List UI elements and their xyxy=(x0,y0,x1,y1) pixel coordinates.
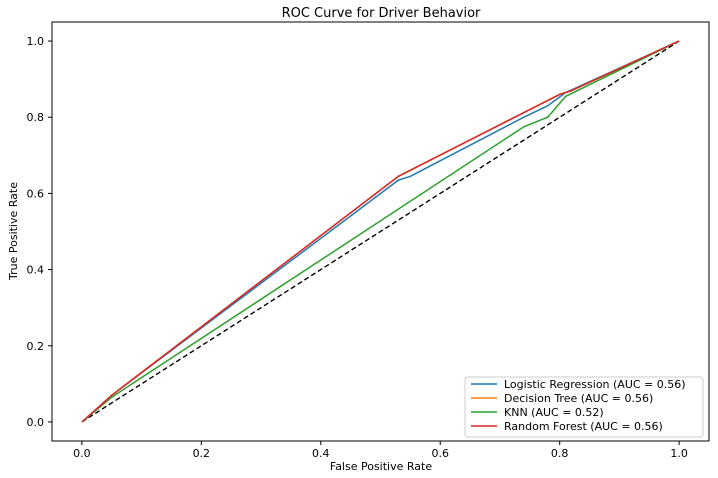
legend-label-decision-tree: Decision Tree (AUC = 0.56) xyxy=(504,392,653,405)
y-tick-label: 0.4 xyxy=(27,264,45,277)
diagonal-layer xyxy=(81,40,680,423)
diagonal-reference-line xyxy=(81,40,680,423)
y-tick-label: 0.6 xyxy=(27,187,45,200)
y-tick-label: 0.8 xyxy=(27,111,45,124)
legend-label-knn: KNN (AUC = 0.52) xyxy=(504,406,604,419)
legend: Logistic Regression (AUC = 0.56)Decision… xyxy=(464,376,704,438)
x-tick-label: 0.8 xyxy=(551,447,569,460)
y-tick-label: 1.0 xyxy=(27,35,45,48)
series-layer xyxy=(81,40,680,423)
x-tick-label: 0.2 xyxy=(193,447,211,460)
x-tick-label: 0.0 xyxy=(73,447,91,460)
x-tick-label: 0.4 xyxy=(312,447,330,460)
series-line-logistic-regression xyxy=(81,40,680,423)
chart-title: ROC Curve for Driver Behavior xyxy=(282,6,481,21)
x-tick-label: 1.0 xyxy=(670,447,688,460)
x-tick-label: 0.6 xyxy=(431,447,449,460)
x-axis-label: False Positive Rate xyxy=(330,460,432,473)
y-axis-label: True Positive Rate xyxy=(7,182,20,281)
y-tick-label: 0.0 xyxy=(27,416,45,429)
legend-label-random-forest: Random Forest (AUC = 0.56) xyxy=(504,420,663,433)
plot-area xyxy=(51,21,710,442)
legend-label-logistic-regression: Logistic Regression (AUC = 0.56) xyxy=(504,378,686,391)
series-line-random-forest xyxy=(81,40,680,423)
x-axis-ticks: 0.0 0.2 0.4 0.6 0.8 1.0 xyxy=(73,441,688,460)
y-tick-label: 0.2 xyxy=(27,340,45,353)
legend-box xyxy=(464,376,704,438)
series-line-knn xyxy=(81,40,680,423)
y-axis-ticks: 0.0 0.2 0.4 0.6 0.8 1.0 xyxy=(27,35,52,429)
axes-frame xyxy=(51,21,710,442)
